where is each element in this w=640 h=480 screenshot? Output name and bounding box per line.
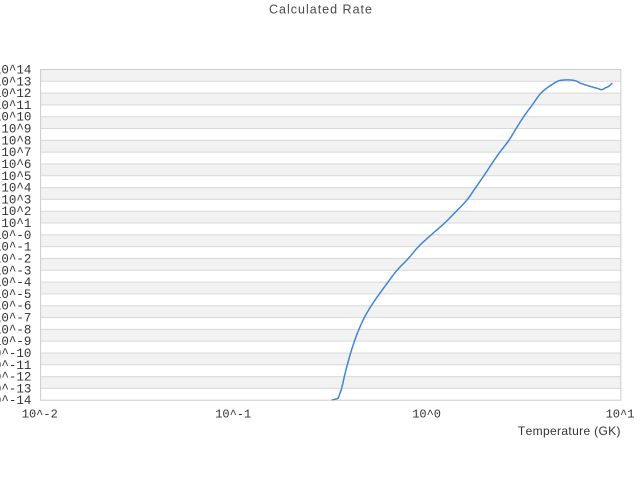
svg-text:10^12: 10^12 xyxy=(0,87,31,101)
svg-text:10^-8: 10^-8 xyxy=(0,323,31,337)
svg-text:10^-3: 10^-3 xyxy=(0,264,31,278)
svg-text:10^2: 10^2 xyxy=(1,205,31,219)
svg-text:10^6: 10^6 xyxy=(1,158,31,172)
svg-text:10^-1: 10^-1 xyxy=(0,241,31,255)
svg-text:Calculated Rate: Calculated Rate xyxy=(269,3,373,17)
svg-text:10^-14: 10^-14 xyxy=(0,394,31,408)
svg-text:10^-6: 10^-6 xyxy=(0,300,31,314)
svg-text:10^-11: 10^-11 xyxy=(0,359,31,373)
svg-text:10^13: 10^13 xyxy=(0,75,31,89)
svg-text:Temperature (GK): Temperature (GK) xyxy=(518,424,621,438)
svg-text:10^7: 10^7 xyxy=(1,146,31,160)
svg-text:10^-1: 10^-1 xyxy=(215,408,251,422)
svg-text:10^-12: 10^-12 xyxy=(0,371,31,385)
svg-text:10^9: 10^9 xyxy=(1,123,31,137)
svg-text:10^0: 10^0 xyxy=(412,408,441,422)
svg-text:10^4: 10^4 xyxy=(1,182,31,196)
svg-text:10^5: 10^5 xyxy=(1,170,31,184)
svg-text:10^11: 10^11 xyxy=(0,99,31,113)
svg-text:10^-2: 10^-2 xyxy=(0,252,31,266)
svg-text:10^-4: 10^-4 xyxy=(0,276,31,290)
svg-text:10^3: 10^3 xyxy=(1,193,31,207)
svg-text:10^-2: 10^-2 xyxy=(22,408,58,422)
svg-text:10^8: 10^8 xyxy=(1,134,31,148)
svg-text:10^1: 10^1 xyxy=(1,217,31,231)
svg-text:10^-10: 10^-10 xyxy=(0,347,31,361)
svg-text:10^-13: 10^-13 xyxy=(0,382,31,396)
svg-text:10^-5: 10^-5 xyxy=(0,288,31,302)
svg-text:10^14: 10^14 xyxy=(0,64,31,78)
svg-text:10^-9: 10^-9 xyxy=(0,335,31,349)
svg-text:10^-7: 10^-7 xyxy=(0,312,31,326)
svg-text:10^-0: 10^-0 xyxy=(0,229,31,243)
svg-text:10^1: 10^1 xyxy=(606,408,635,422)
svg-text:10^10: 10^10 xyxy=(0,111,31,125)
